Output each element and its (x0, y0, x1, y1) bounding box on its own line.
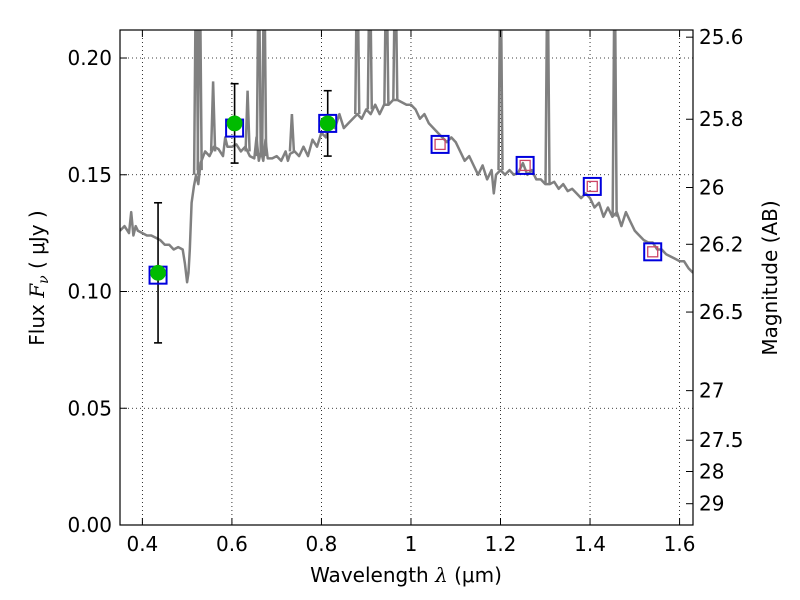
x-tick-label: 1 (405, 532, 418, 556)
model-photometry-box (582, 176, 602, 196)
x-tick-label: 1.6 (664, 532, 696, 556)
y-axis: 0.00 0.05 0.10 0.15 0.20 (67, 46, 127, 537)
grid (120, 30, 693, 525)
emission-line-spike (354, 30, 361, 115)
y2-tick-label: 29 (699, 492, 724, 516)
y-tick-label: 0.10 (67, 280, 112, 304)
y2-tick-label: 27 (699, 379, 724, 403)
model-photometry-box (430, 134, 450, 154)
plot-frame (119, 29, 694, 526)
emission-line-spike (244, 90, 251, 152)
x-tick-label: 0.4 (126, 532, 158, 556)
y2-tick-label: 26.2 (699, 232, 744, 256)
y-axis-title: Flux Fν ( μJy ) (25, 210, 52, 345)
x-tick-label: 0.8 (306, 532, 338, 556)
emission-line-spike (611, 30, 618, 217)
emission-line-spike (209, 81, 217, 152)
emission-line-spike (255, 30, 263, 157)
ir-photometry-square (519, 159, 531, 172)
x-tick-label: 0.6 (216, 532, 248, 556)
emission-line-spike (196, 30, 203, 171)
observed-flux-point (226, 115, 243, 132)
y2-axis-title: Magnitude (AB) (758, 200, 782, 355)
model-photometry-box (318, 113, 338, 133)
emission-line-spike (497, 30, 504, 171)
y-tick-label: 0.20 (67, 46, 112, 70)
y-tick-label: 0.00 (67, 513, 112, 537)
y2-tick-label: 25.8 (699, 107, 744, 131)
emission-line-spike (544, 30, 551, 185)
y2-tick-label: 26.5 (699, 300, 744, 324)
observed-flux-point (150, 264, 166, 281)
ir-photometry-square (586, 180, 598, 193)
emission-line-spike (392, 30, 399, 101)
emission-line-spike (260, 30, 268, 157)
marker-layer (148, 113, 663, 285)
ir-photometry-square (647, 246, 659, 258)
x-axis-title: Wavelength λ (μm) (310, 563, 502, 587)
ir-photometry-square (434, 138, 446, 151)
y2-tick-label: 28 (699, 460, 724, 484)
emission-line-spike (366, 30, 374, 110)
y-tick-label: 0.05 (67, 396, 112, 420)
observed-flux-point (319, 115, 336, 132)
y2-tick-label: 27.5 (699, 428, 744, 452)
y2-tick-label: 26 (699, 176, 724, 200)
emission-line-spike (288, 113, 296, 152)
y2-tick-label: 25.6 (699, 25, 744, 49)
x-axis: 0.4 0.6 0.8 1 1.2 1.4 1.6 (126, 30, 695, 556)
model-photometry-box (515, 155, 535, 175)
x-tick-label: 1.2 (485, 532, 517, 556)
y-tick-label: 0.15 (67, 163, 112, 187)
y2-axis: 25.6 25.8 26 26.2 26.5 27 27.5 28 29 (686, 25, 744, 516)
model-photometry-box (643, 242, 663, 262)
plot-area (120, 30, 693, 525)
emission-line-spike (383, 30, 390, 105)
x-tick-label: 1.4 (574, 532, 606, 556)
